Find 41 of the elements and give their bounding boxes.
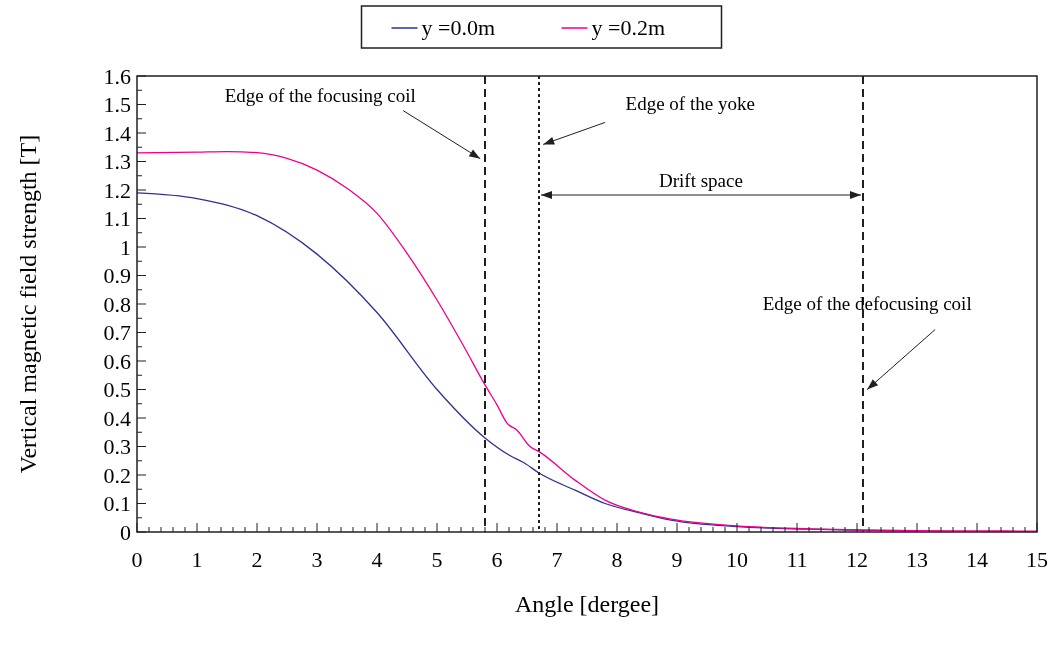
legend-label: y =0.2m [591,15,666,40]
x-axis-title: Angle [dergee] [514,591,660,617]
x-tick-label: 6 [491,547,503,572]
annotation: Edge of the defocusing coil [762,292,972,314]
annotation: Drift space [659,170,743,191]
y-tick-label: 1.5 [103,92,131,118]
x-tick-label: 5 [431,547,443,572]
x-tick-label: 2 [251,547,263,572]
legend-label: y =0.0m [421,15,496,40]
y-tick-label: 1.3 [103,149,131,175]
x-tick-label: 12 [846,547,868,572]
x-tick-label: 9 [671,547,683,572]
y-axis-title: Vertical magnetic field strength [T] [15,134,41,474]
y-tick-label: 0.3 [103,434,131,460]
annotation: Edge of the focusing coil [224,84,416,106]
y-tick-label: 0.7 [103,320,131,346]
line-series [136,150,1038,532]
x-tick-label: 15 [1026,547,1048,572]
y-tick-label: 1.1 [103,206,131,232]
y-tick-label: 0.6 [103,348,131,374]
x-tick-label: 11 [786,547,808,572]
x-tick-label: 8 [611,547,623,572]
y-tick-label: 0.8 [103,291,131,317]
y-tick-label: 0.2 [103,462,131,488]
x-tick-label: 4 [371,547,383,572]
x-tick-label: 7 [551,547,563,572]
y-tick-label: 0.5 [103,377,131,403]
y-tick-label: 0.1 [103,491,131,517]
y-tick-label: 0.9 [103,263,131,289]
x-tick-label: 10 [726,547,748,572]
y-tick-label: 1.4 [103,120,131,146]
x-tick-label: 14 [966,547,988,572]
y-tick-label: 1 [120,234,131,260]
y-tick-label: 1.6 [103,63,131,89]
x-tick-label: 1 [191,547,203,572]
x-tick-label: 3 [311,547,323,572]
y-tick-label: 0.4 [103,405,131,431]
y-tick-label: 1.2 [103,177,131,203]
y-tick-label: 0 [120,519,131,545]
x-tick-label: 13 [906,547,928,572]
annotation: Edge of the yoke [625,93,755,115]
